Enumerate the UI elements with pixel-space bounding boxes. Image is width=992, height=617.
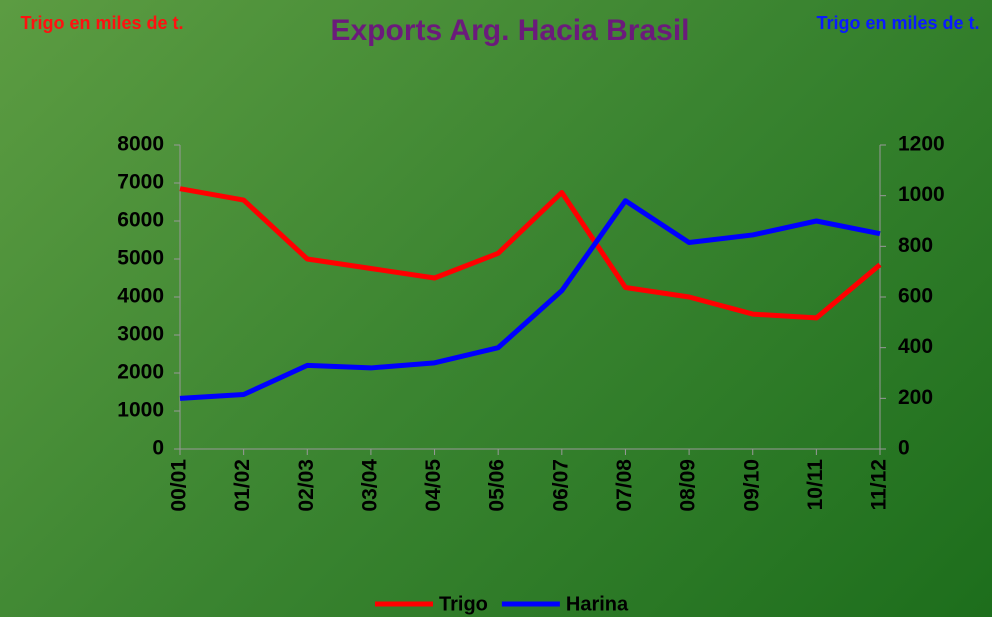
y2-tick-label: 600 (898, 285, 933, 308)
y-tick-label: 0 (152, 437, 164, 460)
y-tick-label: 5000 (117, 247, 164, 270)
y2-tick-label: 200 (898, 386, 933, 409)
chart-title: Exports Arg. Hacia Brasil (330, 14, 689, 47)
x-tick-label: 11/12 (868, 459, 891, 510)
y-tick-label: 3000 (117, 323, 164, 346)
y2-tick-label: 800 (898, 234, 933, 257)
x-tick-label: 03/04 (358, 459, 381, 512)
y-tick-label: 7000 (117, 171, 164, 194)
y-tick-label: 4000 (117, 285, 164, 308)
series-line (179, 198, 881, 401)
x-tick-label: 06/07 (549, 459, 572, 512)
x-tick-label: 10/11 (804, 459, 827, 511)
x-tick-label: 07/08 (613, 459, 636, 512)
y-tick-label: 6000 (117, 209, 164, 232)
legend-label: Harina (566, 593, 629, 615)
y2-tick-label: 0 (898, 437, 910, 460)
y-tick-label: 1000 (117, 399, 164, 422)
x-tick-label: 09/10 (740, 459, 763, 512)
x-tick-label: 05/06 (486, 459, 509, 512)
x-tick-label: 04/05 (422, 459, 445, 512)
x-tick-label: 08/09 (677, 459, 700, 512)
x-tick-label: 01/02 (231, 459, 254, 512)
x-tick-label: 00/01 (168, 459, 191, 512)
series-line (179, 186, 882, 321)
legend-label: Trigo (439, 593, 488, 615)
y2-axis-label: Trigo en miles de t. (816, 13, 980, 33)
y2-tick-label: 1200 (898, 133, 945, 156)
y2-tick-label: 400 (898, 335, 933, 358)
y-tick-label: 8000 (117, 133, 164, 156)
y2-tick-label: 1000 (898, 183, 945, 206)
y-axis-label: Trigo en miles de t. (20, 13, 184, 33)
x-tick-label: 02/03 (295, 459, 318, 512)
y-tick-label: 2000 (117, 361, 164, 384)
